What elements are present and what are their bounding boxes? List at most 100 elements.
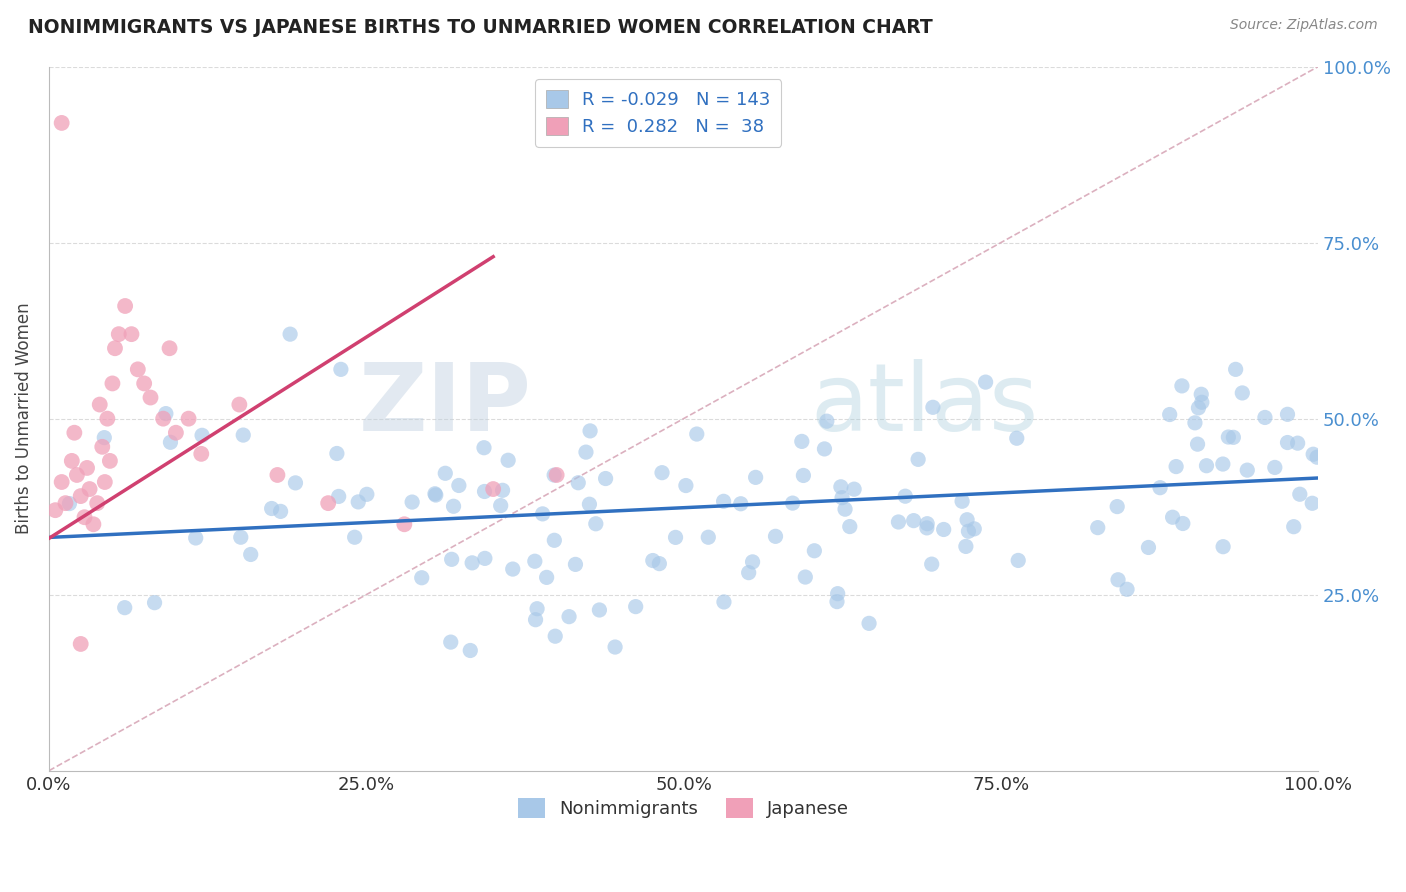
Point <box>842 482 865 496</box>
Point <box>51 116 73 130</box>
Point <box>523 554 546 568</box>
Point <box>1149 481 1171 495</box>
Point <box>114 600 136 615</box>
Point <box>190 447 212 461</box>
Point <box>1164 459 1187 474</box>
Point <box>86 496 108 510</box>
Point <box>411 571 433 585</box>
Point <box>915 516 938 531</box>
Point <box>58 497 80 511</box>
Point <box>127 362 149 376</box>
Point <box>1222 430 1244 444</box>
Text: Source: ZipAtlas.com: Source: ZipAtlas.com <box>1230 18 1378 32</box>
Point <box>903 514 925 528</box>
Point <box>458 643 481 657</box>
Point <box>974 375 997 389</box>
Point <box>950 494 973 508</box>
Point <box>155 407 177 421</box>
Point <box>152 411 174 425</box>
Point <box>326 446 349 460</box>
Point <box>1087 521 1109 535</box>
Y-axis label: Births to Unmarried Women: Births to Unmarried Women <box>15 302 32 534</box>
Point <box>579 424 602 438</box>
Point <box>1306 450 1329 465</box>
Point <box>697 530 720 544</box>
Point <box>713 494 735 508</box>
Point <box>1159 408 1181 422</box>
Point <box>1282 519 1305 533</box>
Point <box>558 609 581 624</box>
Point <box>73 510 96 524</box>
Point <box>177 411 200 425</box>
Point <box>1189 387 1212 401</box>
Point <box>1212 540 1234 554</box>
Point <box>329 362 352 376</box>
Point <box>730 497 752 511</box>
Point <box>82 517 104 532</box>
Point <box>425 488 447 502</box>
Point <box>567 475 589 490</box>
Point <box>932 523 955 537</box>
Point <box>51 475 73 489</box>
Point <box>524 613 547 627</box>
Point <box>827 587 849 601</box>
Point <box>96 411 118 425</box>
Point <box>440 635 463 649</box>
Point <box>1161 510 1184 524</box>
Point <box>831 491 853 505</box>
Point <box>526 601 548 615</box>
Point <box>1288 487 1310 501</box>
Point <box>675 478 697 492</box>
Point <box>114 299 136 313</box>
Point <box>543 533 565 548</box>
Point <box>830 480 852 494</box>
Point <box>834 502 856 516</box>
Point <box>347 495 370 509</box>
Point <box>278 327 301 342</box>
Legend: Nonimmigrants, Japanese: Nonimmigrants, Japanese <box>510 790 856 825</box>
Point <box>159 435 181 450</box>
Text: NONIMMIGRANTS VS JAPANESE BIRTHS TO UNMARRIED WOMEN CORRELATION CHART: NONIMMIGRANTS VS JAPANESE BIRTHS TO UNMA… <box>28 18 932 37</box>
Point <box>957 524 980 539</box>
Point <box>744 470 766 484</box>
Point <box>228 398 250 412</box>
Point <box>474 551 496 566</box>
Point <box>63 425 86 440</box>
Point <box>858 616 880 631</box>
Point <box>1187 401 1209 415</box>
Point <box>1302 447 1324 461</box>
Point <box>1236 463 1258 477</box>
Point <box>502 562 524 576</box>
Point <box>956 513 979 527</box>
Point <box>575 445 598 459</box>
Point <box>1212 457 1234 471</box>
Point <box>69 637 91 651</box>
Point <box>134 376 156 391</box>
Point <box>1005 431 1028 445</box>
Point <box>536 570 558 584</box>
Point <box>461 556 484 570</box>
Point <box>1218 430 1240 444</box>
Point <box>922 401 945 415</box>
Point <box>496 453 519 467</box>
Point <box>98 454 121 468</box>
Point <box>713 595 735 609</box>
Point <box>401 495 423 509</box>
Point <box>60 454 83 468</box>
Point <box>543 468 565 483</box>
Point <box>121 327 143 342</box>
Point <box>887 515 910 529</box>
Point <box>94 475 117 489</box>
Point <box>741 555 763 569</box>
Point <box>328 490 350 504</box>
Point <box>343 530 366 544</box>
Point <box>765 529 787 543</box>
Point <box>1137 541 1160 555</box>
Point <box>955 540 977 554</box>
Point <box>648 557 671 571</box>
Point <box>89 398 111 412</box>
Point <box>546 467 568 482</box>
Point <box>1195 458 1218 473</box>
Point <box>260 501 283 516</box>
Point <box>651 466 673 480</box>
